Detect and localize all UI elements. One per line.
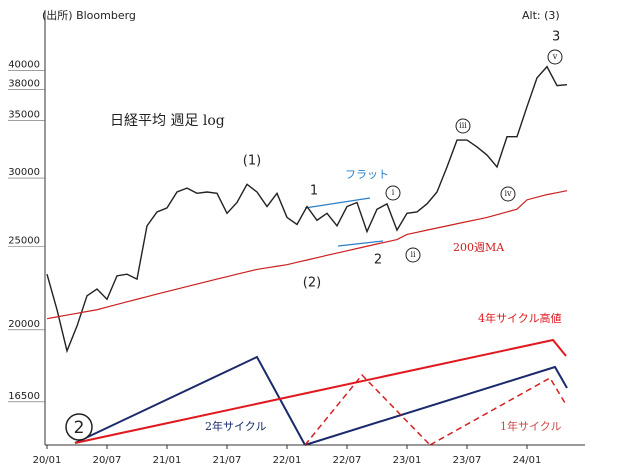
x-tick-label: 24/01 <box>513 455 542 466</box>
annotation: 1 <box>310 184 318 199</box>
annotation: (2) <box>303 276 321 291</box>
source: (出所) Bloomberg <box>42 8 136 22</box>
annotation: 2年サイクル <box>205 419 266 433</box>
annotation: iii <box>459 121 467 130</box>
y-tick-label: 25000 <box>8 235 40 246</box>
y-tick-label: 40000 <box>8 59 40 70</box>
x-tick-label: 22/01 <box>273 455 302 466</box>
x-tick-label: 20/01 <box>33 455 62 466</box>
annotation: v <box>552 52 558 61</box>
x-tick-label: 23/01 <box>393 455 422 466</box>
annotation: 1年サイクル <box>500 419 561 433</box>
annotation: 2 <box>74 418 85 438</box>
y-tick-label: 20000 <box>8 319 40 330</box>
x-tick-label: 20/07 <box>93 455 122 466</box>
series-line <box>46 65 568 354</box>
cycle-lines <box>65 49 568 446</box>
x-tick-label: 21/01 <box>153 455 182 466</box>
annotation: 200週MA <box>453 241 505 254</box>
x-tick-label: 21/07 <box>213 455 242 466</box>
annotation: iv <box>504 189 512 198</box>
annotation: i <box>392 188 395 197</box>
x-tick-label: 22/07 <box>333 455 362 466</box>
annotation: フラット <box>345 168 389 181</box>
annotation: 4年サイクル高値 <box>478 311 561 325</box>
annotation: 2 <box>374 253 382 268</box>
y-tick-label: 30000 <box>8 167 40 178</box>
y-tick-label: 16500 <box>8 391 40 402</box>
chart-title: 日経平均 週足 log <box>110 113 225 129</box>
annotation: ii <box>410 250 416 259</box>
annotations: Alt: (3) 3 v (1) iii フラット 1 i iv 200週MA … <box>74 9 562 438</box>
annotation: 3 <box>552 30 560 45</box>
annotation: Alt: (3) <box>522 9 560 22</box>
x-tick-label: 23/07 <box>453 455 482 466</box>
y-tick-label: 38000 <box>8 79 40 90</box>
annotation: (1) <box>243 154 261 169</box>
y-tick-label: 35000 <box>8 109 40 120</box>
series-line <box>46 190 568 320</box>
